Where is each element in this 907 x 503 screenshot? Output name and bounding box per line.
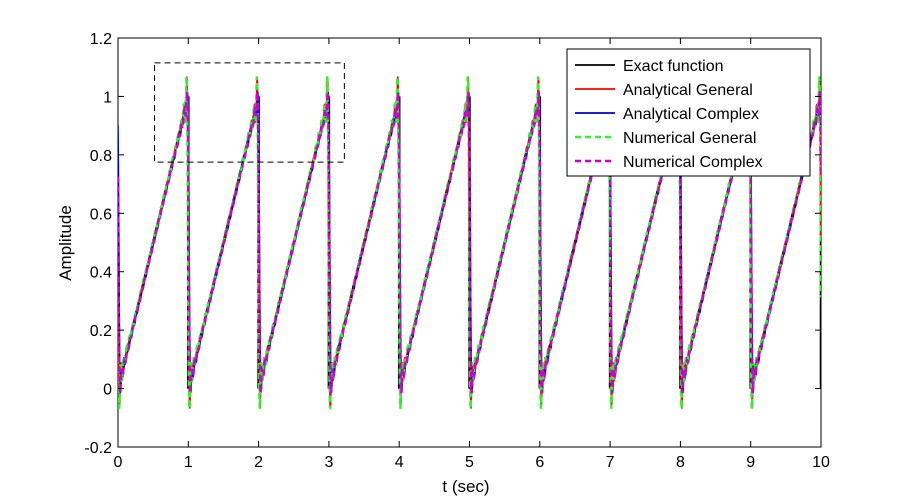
x-tick-label: 3 xyxy=(324,454,333,471)
y-tick-label: 0.8 xyxy=(90,148,112,165)
legend-label-1: Exact function xyxy=(623,58,724,75)
x-tick-label: 9 xyxy=(746,454,755,471)
y-axis-tick-labels: -0.2 0 0.2 0.4 0.6 0.8 1 1.2 xyxy=(84,31,112,457)
legend-label-4: Numerical General xyxy=(623,130,756,147)
x-tick-label: 5 xyxy=(465,454,474,471)
legend-label-3: Analytical Complex xyxy=(623,106,759,123)
ticks-layer xyxy=(117,37,822,448)
series-line-5 xyxy=(118,91,821,394)
y-tick-label: 0 xyxy=(103,382,112,399)
x-axis-tick-labels: 0 1 2 3 4 5 6 7 8 9 10 xyxy=(114,454,830,471)
series-layer xyxy=(118,76,821,409)
x-tick-label: 7 xyxy=(606,454,615,471)
y-tick-label: 0.6 xyxy=(90,206,112,223)
x-tick-label: 1 xyxy=(184,454,193,471)
y-tick-label: -0.2 xyxy=(84,440,112,457)
y-tick-label: 0.2 xyxy=(90,323,112,340)
legend-label-2: Analytical General xyxy=(623,82,753,99)
x-tick-label: 0 xyxy=(114,454,123,471)
y-tick-label: 1 xyxy=(103,89,112,106)
x-tick-label: 8 xyxy=(676,454,685,471)
x-axis-title: t (sec) xyxy=(442,477,489,496)
legend-label-5: Numerical Complex xyxy=(623,154,763,171)
x-tick-label: 10 xyxy=(812,454,830,471)
x-tick-label: 4 xyxy=(395,454,404,471)
x-tick-label: 2 xyxy=(254,454,263,471)
y-tick-label: 1.2 xyxy=(90,31,112,48)
zoom-region-box xyxy=(154,62,345,163)
y-axis-title: Amplitude xyxy=(56,205,75,281)
legend: Exact function Analytical General Analytic… xyxy=(566,48,811,177)
x-tick-label: 6 xyxy=(535,454,544,471)
y-tick-label: 0.4 xyxy=(90,265,112,282)
